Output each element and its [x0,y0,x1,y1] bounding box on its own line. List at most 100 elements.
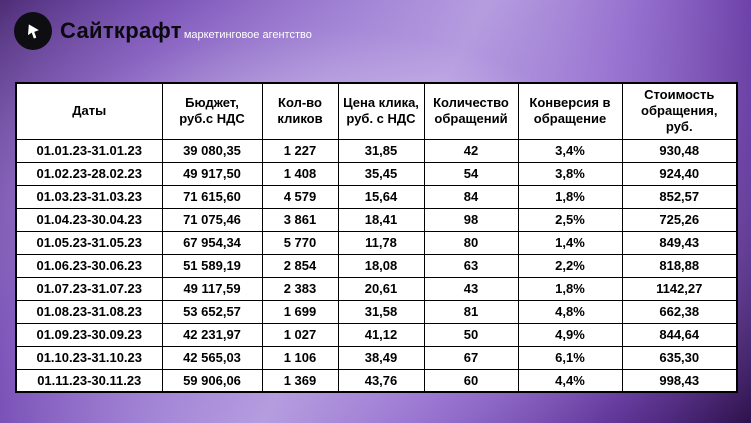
table-cell: 20,61 [337,276,425,301]
table-cell: 4,8% [517,299,623,324]
table-cell: 31,58 [337,299,425,324]
table-cell: 01.07.23-31.07.23 [15,276,163,301]
table-cell: 5 770 [261,230,339,255]
table-cell: 2 854 [261,253,339,278]
table-cell: 43 [423,276,519,301]
table-cell: 849,43 [621,230,738,255]
table-cell: 43,76 [337,368,425,393]
table-cell: 67 954,34 [161,230,263,255]
table-cell: 01.01.23-31.01.23 [15,138,163,163]
table-cell: 998,43 [621,368,738,393]
table-cell: 844,64 [621,322,738,347]
table-row: 01.07.23-31.07.23 49 117,59 2 383 20,61 43 1,… [15,276,738,301]
table-cell: 3 861 [261,207,339,232]
table-cell: 924,40 [621,161,738,186]
column-header: Стоимость обращения, руб. [621,82,738,140]
table-cell: 6,1% [517,345,623,370]
table-cell: 42 231,97 [161,322,263,347]
table-cell: 60 [423,368,519,393]
table-cell: 01.04.23-30.04.23 [15,207,163,232]
logo [14,12,52,50]
header-row: Даты Бюджет, руб.с НДС Кол-во кликов Цена к… [15,82,738,140]
table-cell: 41,12 [337,322,425,347]
table-row: 01.11.23-30.11.23 59 906,06 1 369 43,76 60 4,… [15,368,738,393]
table-cell: 2,2% [517,253,623,278]
table-body: 01.01.23-31.01.23 39 080,35 1 227 31,85 42 3,… [15,138,738,393]
table-cell: 852,57 [621,184,738,209]
table-cell: 50 [423,322,519,347]
table-cell: 01.10.23-31.10.23 [15,345,163,370]
table-header: Даты Бюджет, руб.с НДС Кол-во кликов Цена к… [15,82,738,140]
table-cell: 51 589,19 [161,253,263,278]
table-cell: 725,26 [621,207,738,232]
metrics-table-container: Даты Бюджет, руб.с НДС Кол-во кликов Цена к… [15,82,738,393]
table-cell: 35,45 [337,161,425,186]
table-cell: 1 408 [261,161,339,186]
table-cell: 01.09.23-30.09.23 [15,322,163,347]
table-cell: 2 383 [261,276,339,301]
table-cell: 63 [423,253,519,278]
table-cell: 18,08 [337,253,425,278]
table-cell: 42 [423,138,519,163]
cursor-arrow-icon [23,21,43,41]
table-cell: 4,4% [517,368,623,393]
table-cell: 4 579 [261,184,339,209]
table-cell: 01.05.23-31.05.23 [15,230,163,255]
brand-tagline: маркетинговое агентство [183,29,312,41]
column-header: Количество обращений [423,82,519,140]
table-row: 01.08.23-31.08.23 53 652,57 1 699 31,58 81 4,… [15,299,738,324]
table-cell: 1 227 [261,138,339,163]
table-cell: 18,41 [337,207,425,232]
table-cell: 1 106 [261,345,339,370]
table-cell: 930,48 [621,138,738,163]
table-cell: 635,30 [621,345,738,370]
table-row: 01.03.23-31.03.23 71 615,60 4 579 15,64 84 1,… [15,184,738,209]
table-row: 01.05.23-31.05.23 67 954,34 5 770 11,78 80 1,… [15,230,738,255]
table-cell: 3,8% [517,161,623,186]
table-cell: 31,85 [337,138,425,163]
table-cell: 2,5% [517,207,623,232]
table-cell: 3,4% [517,138,623,163]
table-cell: 818,88 [621,253,738,278]
metrics-table: Даты Бюджет, руб.с НДС Кол-во кликов Цена к… [15,82,738,393]
table-row: 01.01.23-31.01.23 39 080,35 1 227 31,85 42 3,… [15,138,738,163]
table-row: 01.02.23-28.02.23 49 917,50 1 408 35,45 54 3,… [15,161,738,186]
table-cell: 11,78 [337,230,425,255]
table-cell: 49 117,59 [161,276,263,301]
column-header: Даты [15,82,163,140]
table-cell: 1 027 [261,322,339,347]
table-cell: 01.06.23-30.06.23 [15,253,163,278]
table-cell: 1,8% [517,184,623,209]
table-cell: 39 080,35 [161,138,263,163]
table-cell: 01.11.23-30.11.23 [15,368,163,393]
table-cell: 01.03.23-31.03.23 [15,184,163,209]
table-cell: 53 652,57 [161,299,263,324]
table-cell: 59 906,06 [161,368,263,393]
table-cell: 662,38 [621,299,738,324]
column-header: Цена клика, руб. с НДС [337,82,425,140]
brand-header: Сайткрафт маркетинговое агентство [14,12,312,50]
table-cell: 01.02.23-28.02.23 [15,161,163,186]
table-cell: 1142,27 [621,276,738,301]
table-cell: 49 917,50 [161,161,263,186]
table-cell: 80 [423,230,519,255]
table-cell: 15,64 [337,184,425,209]
table-cell: 42 565,03 [161,345,263,370]
table-cell: 1 699 [261,299,339,324]
table-cell: 67 [423,345,519,370]
brand-name: Сайткрафт [60,18,182,43]
table-row: 01.10.23-31.10.23 42 565,03 1 106 38,49 67 6,… [15,345,738,370]
table-cell: 1 369 [261,368,339,393]
table-cell: 71 075,46 [161,207,263,232]
table-cell: 4,9% [517,322,623,347]
table-cell: 1,8% [517,276,623,301]
table-cell: 54 [423,161,519,186]
column-header: Бюджет, руб.с НДС [161,82,263,140]
column-header: Кол-во кликов [261,82,339,140]
table-cell: 84 [423,184,519,209]
column-header: Конверсия в обращение [517,82,623,140]
table-cell: 81 [423,299,519,324]
table-row: 01.04.23-30.04.23 71 075,46 3 861 18,41 98 2,… [15,207,738,232]
table-cell: 71 615,60 [161,184,263,209]
table-cell: 01.08.23-31.08.23 [15,299,163,324]
